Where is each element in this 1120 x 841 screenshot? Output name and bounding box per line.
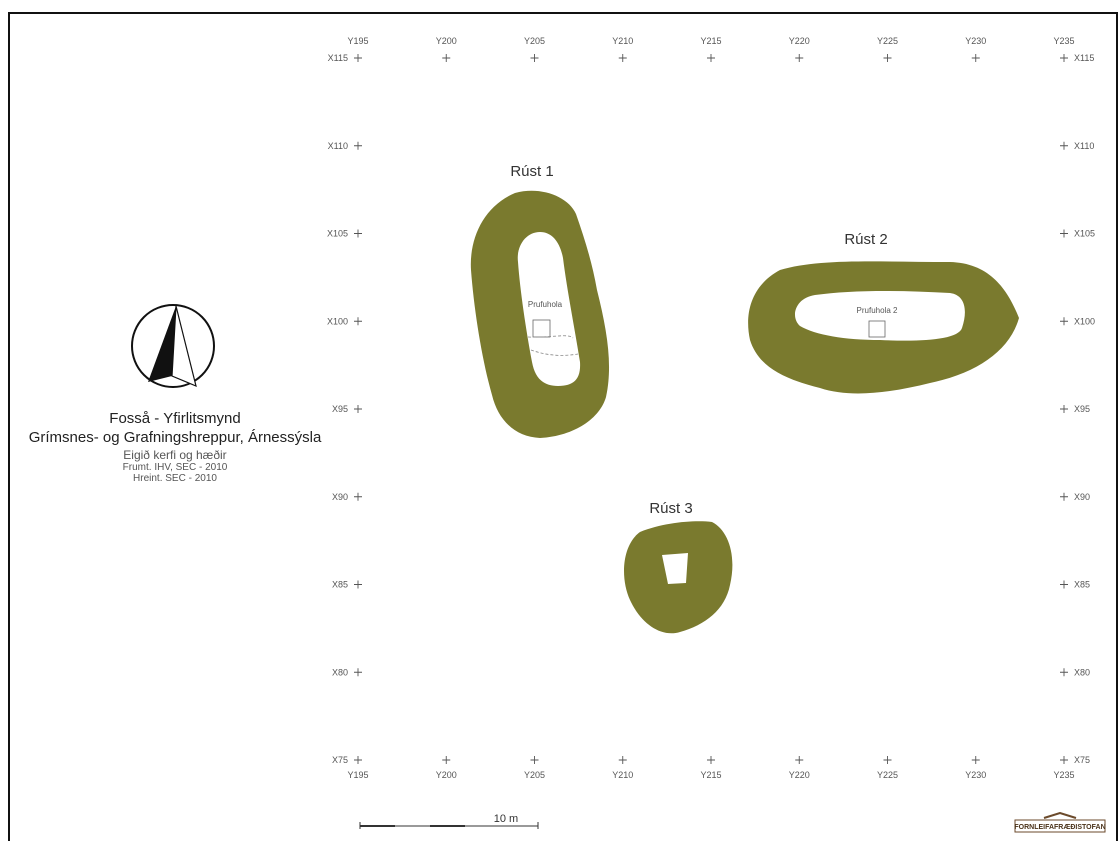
- test-pit-1-outline: [527, 335, 579, 356]
- drawing-credit: Hreint. SEC - 2010: [133, 473, 217, 484]
- ruin-2-wall: [748, 261, 1019, 394]
- grid-label-y-bottom: Y230: [965, 770, 986, 780]
- grid-cross-left: [354, 317, 362, 326]
- grid-cross-right: [1060, 405, 1068, 413]
- grid-label-y-bottom: Y235: [1053, 770, 1074, 780]
- grid-label-x-right: X90: [1074, 492, 1090, 502]
- grid-label-y-top: Y215: [700, 36, 721, 46]
- scale-bar: 10 m: [359, 813, 539, 829]
- grid-label-y-top: Y195: [347, 36, 368, 46]
- grid-label-y-top: Y220: [789, 36, 810, 46]
- grid-cross-bottom: [618, 756, 627, 764]
- grid-label-y-top: Y200: [436, 36, 457, 46]
- grid-label-y-top: Y230: [965, 36, 986, 46]
- test-pit-2: [868, 320, 886, 338]
- map-frame: [8, 12, 1118, 841]
- grid-cross-bottom: [354, 756, 362, 764]
- grid-layer: Y195 Y195 Y200 Y200 Y205 Y205 Y210 Y210 Y215 Y215…: [327, 36, 1095, 780]
- grid-cross-top: [707, 54, 715, 62]
- grid-label-x-left: X80: [332, 667, 348, 677]
- grid-label-y-top: Y225: [877, 36, 898, 46]
- ruin-1: Rúst 1 Prufuhola: [470, 163, 610, 438]
- grid-cross-bottom: [442, 756, 451, 764]
- grid-cross-bottom: [971, 756, 980, 764]
- ruin-3: Rúst 3: [624, 500, 733, 634]
- ruin-1-wall: [470, 190, 610, 438]
- grid-label-x-right: X110: [1074, 141, 1094, 151]
- grid-cross-right: [1060, 229, 1068, 238]
- grid-cross-left: [354, 405, 362, 413]
- test-pit-2-label: Prufuhola 2: [857, 306, 898, 315]
- grid-cross-top: [442, 54, 451, 62]
- grid-label-x-right: X100: [1074, 316, 1095, 326]
- scale-bar-label: 10 m: [494, 813, 518, 825]
- grid-cross-right: [1060, 317, 1068, 326]
- coordinate-system-note: Eigið kerfi og hæðir: [123, 448, 227, 462]
- grid-cross-top: [618, 54, 627, 62]
- grid-label-x-right: X85: [1074, 580, 1090, 590]
- grid-cross-right: [1060, 492, 1068, 501]
- map-title: Fosså - Yfirlitsmynd: [109, 410, 241, 427]
- grid-cross-left: [354, 229, 362, 238]
- grid-label-x-right: X105: [1074, 229, 1095, 239]
- ruin-1-label: Rúst 1: [510, 163, 553, 180]
- ruin-3-label: Rúst 3: [649, 500, 692, 517]
- grid-cross-top: [354, 54, 362, 62]
- grid-cross-bottom: [795, 756, 804, 764]
- grid-cross-left: [354, 141, 362, 150]
- grid-label-y-top: Y235: [1053, 36, 1074, 46]
- grid-cross-bottom: [1060, 756, 1068, 764]
- ruin-2-label: Rúst 2: [844, 231, 887, 248]
- grid-cross-left: [354, 492, 362, 501]
- grid-cross-right: [1060, 141, 1068, 150]
- grid-label-y-bottom: Y210: [612, 770, 633, 780]
- grid-label-x-right: X115: [1074, 53, 1094, 63]
- north-arrow: [131, 304, 215, 388]
- grid-label-x-left: X85: [332, 580, 348, 590]
- grid-label-x-left: X100: [327, 316, 348, 326]
- title-block: Fosså - Yfirlitsmynd Grímsnes- og Grafni…: [10, 410, 340, 484]
- grid-cross-right: [1060, 668, 1068, 677]
- grid-cross-bottom: [883, 756, 892, 764]
- grid-label-x-left: X90: [332, 492, 348, 502]
- grid-label-x-left: X115: [328, 53, 348, 63]
- grid-label-y-bottom: Y195: [347, 770, 368, 780]
- grid-label-y-bottom: Y205: [524, 770, 545, 780]
- grid-label-x-left: X110: [328, 141, 348, 151]
- grid-cross-top: [1060, 54, 1068, 62]
- grid-label-x-left: X105: [327, 229, 348, 239]
- grid-label-y-bottom: Y200: [436, 770, 457, 780]
- grid-cross-bottom: [530, 756, 539, 764]
- grid-label-x-right: X75: [1074, 755, 1090, 765]
- grid-cross-top: [883, 54, 892, 62]
- grid-label-y-bottom: Y215: [700, 770, 721, 780]
- grid-label-x-right: X80: [1074, 667, 1090, 677]
- grid-cross-right: [1060, 580, 1068, 589]
- grid-label-x-right: X95: [1074, 404, 1090, 414]
- grid-cross-top: [530, 54, 539, 62]
- survey-credit: Frumt. IHV, SEC - 2010: [122, 462, 228, 473]
- grid-label-y-bottom: Y225: [877, 770, 898, 780]
- logo-text: FORNLEIFAFRÆÐISTOFAN: [1014, 824, 1105, 831]
- test-pit-1: [532, 319, 551, 338]
- grid-cross-top: [971, 54, 980, 62]
- grid-label-x-left: X75: [332, 755, 348, 765]
- grid-label-x-left: X95: [332, 404, 348, 414]
- grid-cross-left: [354, 668, 362, 677]
- grid-cross-bottom: [707, 756, 715, 764]
- test-pit-1-label: Prufuhola: [528, 300, 563, 309]
- ruin-2: Rúst 2 Prufuhola 2: [748, 231, 1019, 394]
- ruin-3-wall: [624, 521, 733, 634]
- grid-cross-top: [795, 54, 804, 62]
- grid-cross-left: [354, 580, 362, 589]
- grid-label-y-top: Y205: [524, 36, 545, 46]
- map-subtitle: Grímsnes- og Grafningshreppur, Árnessýsl…: [28, 429, 322, 446]
- grid-label-y-top: Y210: [612, 36, 633, 46]
- institution-logo: FORNLEIFAFRÆÐISTOFAN: [1014, 812, 1106, 833]
- grid-label-y-bottom: Y220: [789, 770, 810, 780]
